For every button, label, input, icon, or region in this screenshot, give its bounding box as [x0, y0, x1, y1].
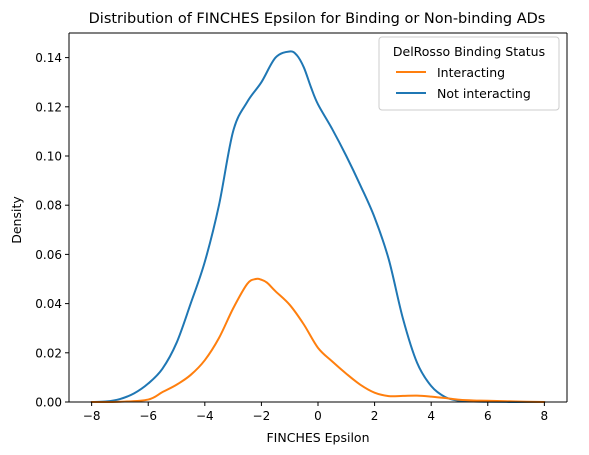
y-tick-label: 0.14: [35, 51, 62, 65]
series-line-interacting: [90, 277, 546, 404]
y-tick-label: 0.00: [35, 396, 62, 410]
legend-label-not-interacting: Not interacting: [437, 86, 531, 101]
y-tick-label: 0.12: [35, 100, 62, 114]
x-axis-ticks: −8 −6 −4 −2 0 2 4 6 8: [83, 402, 548, 423]
y-axis-ticks: 0.00 0.02 0.04 0.06 0.08 0.10 0.12 0.14: [35, 51, 69, 410]
legend: DelRosso Binding Status Interacting Not …: [378, 36, 560, 111]
y-axis-label: Density: [9, 196, 24, 244]
chart-title: Distribution of FINCHES Epsilon for Bind…: [89, 11, 546, 27]
series-line-not-interacting: [90, 50, 546, 404]
x-tick-label: −6: [139, 409, 157, 423]
y-tick-label: 0.02: [35, 346, 62, 360]
x-tick-label: 0: [314, 409, 322, 423]
x-tick-label: 6: [484, 409, 492, 423]
series-layer: [90, 50, 546, 404]
x-tick-label: −4: [196, 409, 214, 423]
legend-label-interacting: Interacting: [437, 65, 505, 80]
x-tick-label: 4: [427, 409, 435, 423]
x-axis-label: FINCHES Epsilon: [266, 430, 369, 445]
y-tick-label: 0.06: [35, 248, 62, 262]
x-tick-label: 2: [371, 409, 379, 423]
x-tick-label: −2: [253, 409, 271, 423]
y-tick-label: 0.10: [35, 150, 62, 164]
x-tick-label: −8: [83, 409, 101, 423]
y-tick-label: 0.08: [35, 199, 62, 213]
legend-box: [378, 36, 560, 111]
legend-title: DelRosso Binding Status: [393, 44, 545, 59]
x-tick-label: 8: [541, 409, 549, 423]
y-tick-label: 0.04: [35, 297, 62, 311]
